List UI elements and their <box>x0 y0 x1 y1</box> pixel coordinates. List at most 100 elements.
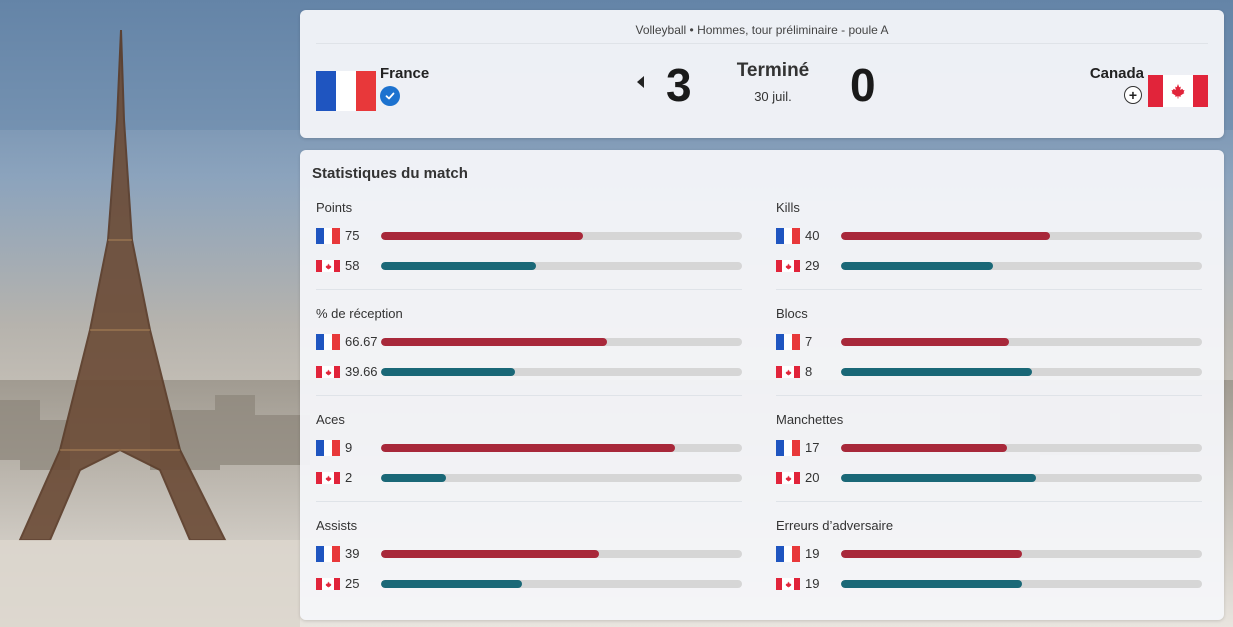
stat-bar-home <box>381 444 676 452</box>
stat-block: Aces 9 2 <box>316 412 742 518</box>
stat-bar-track-home <box>381 338 742 346</box>
flag-canada-icon <box>316 366 340 378</box>
stat-bar-track-away <box>381 262 742 270</box>
flag-canada-icon <box>1148 75 1208 107</box>
stat-bar-track-away <box>381 474 742 482</box>
flag-canada-icon <box>776 366 800 378</box>
stat-bar-away <box>841 580 1022 588</box>
stat-bar-away <box>381 262 537 270</box>
stat-label: Blocs <box>776 306 808 321</box>
event-title: Volleyball • Hommes, tour préliminaire -… <box>316 23 1208 44</box>
stat-bar-away <box>381 474 446 482</box>
stat-bar-track-home <box>381 444 742 452</box>
stat-bar-home <box>841 232 1051 240</box>
stat-value-home: 19 <box>805 546 820 561</box>
stat-bar-track-away <box>381 580 742 588</box>
divider <box>776 501 1202 502</box>
stat-row-home: 75 <box>316 228 742 244</box>
stat-bar-track-home <box>841 338 1202 346</box>
stat-value-home: 9 <box>345 440 353 455</box>
stat-bar-home <box>381 550 600 558</box>
stat-row-away: 58 <box>316 258 742 274</box>
stat-value-away: 29 <box>805 258 820 273</box>
stat-row-away: 20 <box>776 470 1202 486</box>
stat-value-home: 75 <box>345 228 360 243</box>
stat-bar-away <box>381 368 515 376</box>
stat-bar-track-away <box>841 580 1202 588</box>
flag-canada-icon <box>776 578 800 590</box>
stat-bar-track-away <box>381 368 742 376</box>
flag-canada-icon <box>776 260 800 272</box>
stat-row-away: 25 <box>316 576 742 592</box>
stat-value-away: 58 <box>345 258 360 273</box>
stat-row-away: 2 <box>316 470 742 486</box>
away-score: 0 <box>850 59 876 111</box>
stat-value-away: 8 <box>805 364 813 379</box>
stat-row-home: 7 <box>776 334 1202 350</box>
stat-bar-away <box>841 474 1036 482</box>
stat-label: % de réception <box>316 306 403 321</box>
stat-block: Assists 39 25 <box>316 518 742 624</box>
stat-row-home: 40 <box>776 228 1202 244</box>
flag-canada-icon <box>316 472 340 484</box>
stat-row-home: 66.67 <box>316 334 742 350</box>
flag-canada-icon <box>316 260 340 272</box>
flag-canada-icon <box>316 578 340 590</box>
home-score: 3 <box>666 59 692 111</box>
stat-row-away: 19 <box>776 576 1202 592</box>
stat-bar-home <box>381 232 584 240</box>
home-team-name[interactable]: France <box>380 65 430 82</box>
stat-block: Blocs 7 8 <box>776 306 1202 412</box>
stat-label: Kills <box>776 200 800 215</box>
stat-row-home: 17 <box>776 440 1202 456</box>
stat-bar-away <box>841 368 1033 376</box>
stat-block: Points 75 58 <box>316 200 742 306</box>
plus-icon[interactable]: + <box>1124 86 1142 104</box>
stat-row-home: 39 <box>316 546 742 562</box>
stat-label: Assists <box>316 518 358 533</box>
stat-value-away: 39.66 <box>345 364 378 379</box>
stat-bar-home <box>841 444 1008 452</box>
stats-title: Statistiques du match <box>312 165 468 182</box>
stat-value-home: 39 <box>345 546 360 561</box>
divider <box>776 289 1202 290</box>
divider <box>316 289 742 290</box>
winner-arrow-icon <box>637 76 644 88</box>
stat-value-away: 20 <box>805 470 820 485</box>
flag-france-icon <box>316 334 340 350</box>
stat-label: Aces <box>316 412 345 427</box>
stat-bar-away <box>841 262 993 270</box>
stat-value-away: 19 <box>805 576 820 591</box>
checkmark-icon <box>380 86 400 106</box>
divider <box>316 501 742 502</box>
stat-block: Erreurs d’adversaire 19 19 <box>776 518 1202 624</box>
stat-row-away: 29 <box>776 258 1202 274</box>
stat-bar-track-home <box>841 232 1202 240</box>
stat-label: Erreurs d’adversaire <box>776 518 894 533</box>
stat-bar-track-away <box>841 474 1202 482</box>
stat-block: % de réception 66.67 39.66 <box>316 306 742 412</box>
stat-label: Manchettes <box>776 412 844 427</box>
flag-france-icon <box>316 71 376 111</box>
match-status: Terminé <box>736 60 810 81</box>
stat-row-home: 19 <box>776 546 1202 562</box>
away-team-name[interactable]: Canada <box>1089 65 1144 82</box>
flag-france-icon <box>776 440 800 456</box>
stat-value-home: 17 <box>805 440 820 455</box>
stat-bar-home <box>841 338 1009 346</box>
match-stats-card: Statistiques du match Points 75 58 Kills… <box>300 150 1224 620</box>
flag-canada-icon <box>776 472 800 484</box>
stat-value-away: 25 <box>345 576 360 591</box>
stat-bar-track-away <box>841 368 1202 376</box>
match-header-card: Volleyball • Hommes, tour préliminaire -… <box>300 10 1224 138</box>
stat-value-home: 40 <box>805 228 820 243</box>
stat-bar-track-home <box>841 550 1202 558</box>
flag-france-icon <box>776 228 800 244</box>
stat-row-away: 39.66 <box>316 364 742 380</box>
stat-bar-track-home <box>841 444 1202 452</box>
stat-value-away: 2 <box>345 470 353 485</box>
match-date: 30 juil. <box>754 89 792 104</box>
stat-block: Manchettes 17 20 <box>776 412 1202 518</box>
stat-bar-track-home <box>381 232 742 240</box>
flag-france-icon <box>776 334 800 350</box>
